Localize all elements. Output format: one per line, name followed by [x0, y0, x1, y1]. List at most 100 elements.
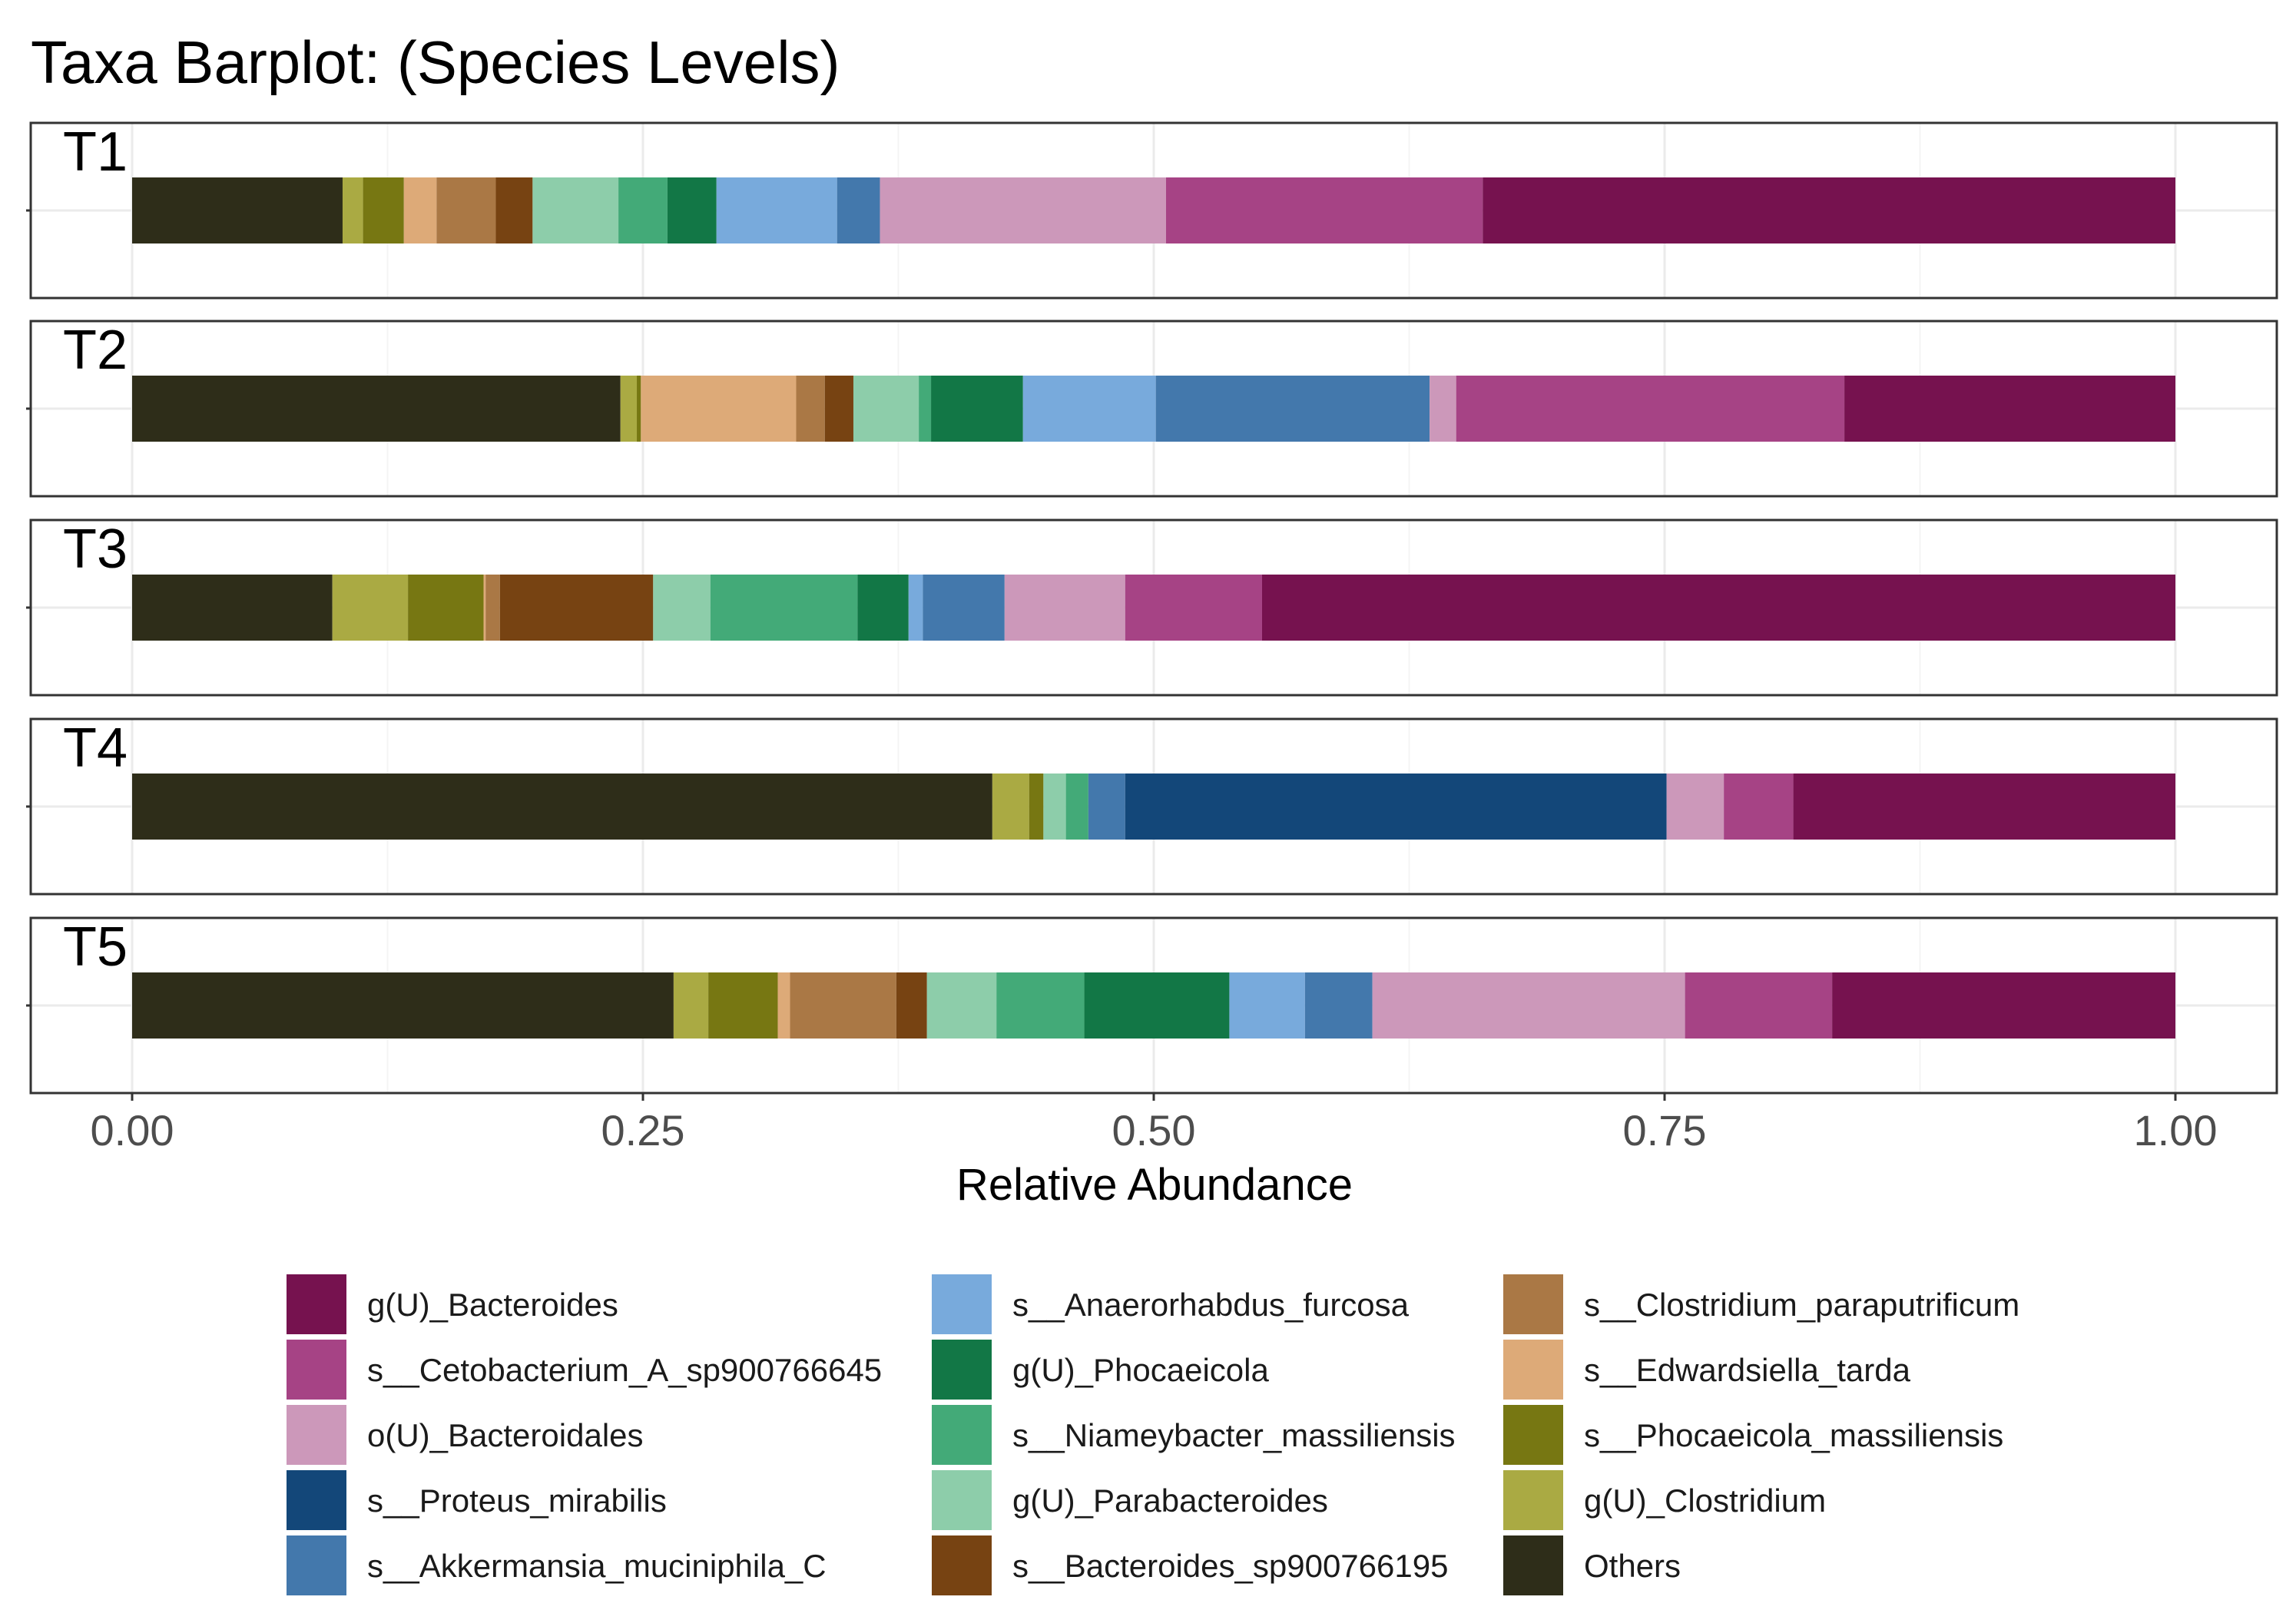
bar-segment	[132, 575, 333, 641]
bar-segment	[1088, 774, 1125, 840]
legend-swatch	[930, 1273, 993, 1336]
bar-segment	[1372, 972, 1685, 1039]
bar-segment	[1084, 972, 1230, 1039]
bar-segment	[673, 972, 709, 1039]
x-tick-label: 1.00	[2134, 1106, 2218, 1154]
legend-swatch	[1502, 1403, 1565, 1466]
legend-swatch	[930, 1469, 993, 1532]
bar-segment	[408, 575, 484, 641]
bar-segment	[485, 575, 500, 641]
legend-label: s__Edwardsiella_tarda	[1584, 1352, 1911, 1388]
bar-segment	[1165, 177, 1483, 243]
bar-segment	[1832, 972, 2175, 1039]
legend-item: g(U)_Clostridium	[1502, 1469, 1826, 1532]
x-axis-label: Relative Abundance	[956, 1160, 1353, 1210]
legend-swatch	[1502, 1534, 1565, 1597]
legend-label: g(U)_Clostridium	[1584, 1482, 1826, 1519]
legend-label: o(U)_Bacteroidales	[367, 1417, 644, 1453]
legend-swatch	[930, 1534, 993, 1597]
panel-T2: T2	[26, 320, 2278, 498]
bar-segment	[667, 177, 717, 243]
legend-swatch	[285, 1273, 348, 1336]
bar-segment	[896, 972, 927, 1039]
legend-label: g(U)_Phocaeicola	[1012, 1352, 1269, 1388]
legend-item: s__Akkermansia_muciniphila_C	[285, 1534, 827, 1597]
bar-segment	[342, 177, 363, 243]
legend-swatch	[285, 1534, 348, 1597]
facet-label: T1	[63, 121, 128, 183]
bar-segment	[132, 177, 343, 243]
bar-segment	[857, 575, 909, 641]
legend-label: s__Bacteroides_sp900766195	[1012, 1548, 1448, 1584]
bar-segment	[1793, 774, 2175, 840]
legend-item: s__Proteus_mirabilis	[285, 1469, 667, 1532]
legend-swatch	[1502, 1273, 1565, 1336]
bar-segment	[824, 376, 853, 442]
bar-segment	[837, 177, 880, 243]
bar-segment	[483, 575, 486, 641]
bar-segment	[1304, 972, 1373, 1039]
legend-swatch	[1502, 1469, 1565, 1532]
legend-item: s__Clostridium_paraputrificum	[1502, 1273, 2019, 1336]
bar-segment	[499, 575, 654, 641]
panel-T1: T1	[26, 121, 2278, 300]
bar-segment	[1456, 376, 1845, 442]
bar-segment	[132, 774, 992, 840]
legend-item: s__Niameybacter_massiliensis	[930, 1403, 1456, 1466]
bar-segment	[495, 177, 533, 243]
bar-segment	[1229, 972, 1305, 1039]
panel-T5: T5	[26, 916, 2278, 1095]
legend-item: g(U)_Bacteroides	[285, 1273, 618, 1336]
legend-item: s__Anaerorhabdus_furcosa	[930, 1273, 1410, 1336]
bar-segment	[1430, 376, 1456, 442]
legend-label: s__Clostridium_paraputrificum	[1584, 1287, 2019, 1323]
bar-segment	[1065, 774, 1088, 840]
panel-T4: T4	[26, 717, 2278, 896]
legend-item: g(U)_Phocaeicola	[930, 1338, 1269, 1401]
facet-panels: T1 T2 T3 T4 T5	[26, 121, 2278, 1095]
bar-segment	[436, 177, 496, 243]
bar-segment	[1666, 774, 1724, 840]
bar-segment	[853, 376, 919, 442]
bar-segment	[132, 972, 674, 1039]
bar-segment	[1022, 376, 1156, 442]
bar-segment	[532, 177, 619, 243]
bar-segment	[653, 575, 711, 641]
x-tick-label: 0.00	[91, 1106, 174, 1154]
legend-swatch	[1502, 1338, 1565, 1401]
bar-segment	[1483, 177, 2175, 243]
facet-label: T2	[63, 320, 128, 381]
legend-label: g(U)_Bacteroides	[367, 1287, 618, 1323]
legend-label: s__Niameybacter_massiliensis	[1012, 1417, 1456, 1453]
bar-segment	[1125, 575, 1262, 641]
bar-segment	[708, 972, 778, 1039]
bar-segment	[716, 177, 837, 243]
bar-segment	[777, 972, 790, 1039]
bar-segment	[403, 177, 437, 243]
legend-label: Others	[1584, 1548, 1681, 1584]
x-tick-label: 0.50	[1112, 1106, 1196, 1154]
legend-item: s__Edwardsiella_tarda	[1502, 1338, 1911, 1401]
bar-segment	[363, 177, 404, 243]
bar-segment	[1029, 774, 1044, 840]
panel-T3: T3	[26, 518, 2278, 697]
bar-segment	[1844, 376, 2175, 442]
legend-label: s__Akkermansia_muciniphila_C	[367, 1548, 827, 1584]
legend-swatch	[930, 1338, 993, 1401]
x-tick-label: 0.75	[1623, 1106, 1707, 1154]
legend-swatch	[285, 1469, 348, 1532]
legend-item: s__Cetobacterium_A_sp900766645	[285, 1338, 882, 1401]
bar-segment	[641, 376, 797, 442]
legend-swatch	[930, 1403, 993, 1466]
bar-segment	[796, 376, 825, 442]
legend-swatch	[285, 1338, 348, 1401]
bar-segment	[880, 177, 1166, 243]
bar-segment	[1155, 376, 1430, 442]
bar-segment	[923, 575, 1005, 641]
bar-segment	[1724, 774, 1794, 840]
legend-item: g(U)_Parabacteroides	[930, 1469, 1328, 1532]
legend-item: Others	[1502, 1534, 1681, 1597]
legend-swatch	[285, 1403, 348, 1466]
facet-label: T4	[63, 717, 128, 779]
legend-label: s__Anaerorhabdus_furcosa	[1012, 1287, 1410, 1323]
